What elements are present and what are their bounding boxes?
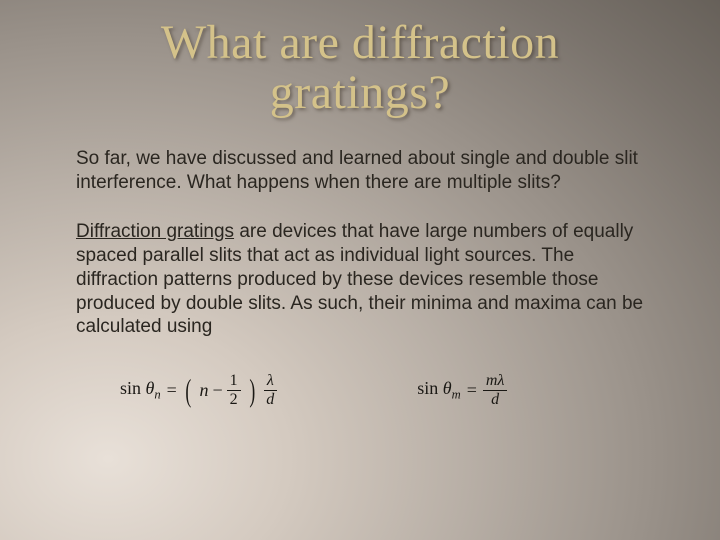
slide-title: What are diffraction gratings? [70, 18, 650, 119]
d-den-2: d [488, 391, 502, 408]
left-paren: ( [185, 374, 191, 406]
formula-minima: sin θn = ( n − 1 2 ) λ d [120, 373, 277, 408]
equals-sign: = [167, 380, 177, 401]
paren-content: n − 1 2 [199, 373, 240, 408]
lambda-num: λ [264, 373, 277, 391]
frac-mlambda-d: mλ d [483, 373, 507, 408]
sin-text-2: sin [417, 378, 443, 398]
maxima-lhs: sin θm [417, 378, 460, 403]
theta-symbol-2: θ [443, 378, 452, 398]
minus-sign: − [212, 380, 222, 401]
formula-row: sin θn = ( n − 1 2 ) λ d sin θm = [70, 365, 650, 408]
frac-lambda-d: λ d [263, 373, 277, 408]
sin-text: sin [120, 378, 146, 398]
mlambda-num: mλ [483, 373, 507, 391]
theta-sub-n: n [154, 388, 160, 402]
frac-half-den: 2 [227, 391, 241, 408]
frac-half-num: 1 [227, 373, 241, 391]
formula-maxima: sin θm = mλ d [417, 373, 507, 408]
var-n: n [199, 380, 208, 401]
paragraph-1: So far, we have discussed and learned ab… [70, 147, 650, 195]
slide-container: What are diffraction gratings? So far, w… [0, 0, 720, 540]
right-paren: ) [249, 374, 255, 406]
term-diffraction-gratings: Diffraction gratings [76, 221, 234, 242]
frac-half: 1 2 [227, 373, 241, 408]
paragraph-2: Diffraction gratings are devices that ha… [70, 220, 650, 339]
equals-sign-2: = [467, 380, 477, 401]
minima-lhs: sin θn [120, 378, 161, 403]
theta-sub-m: m [452, 388, 461, 402]
d-den: d [263, 391, 277, 408]
